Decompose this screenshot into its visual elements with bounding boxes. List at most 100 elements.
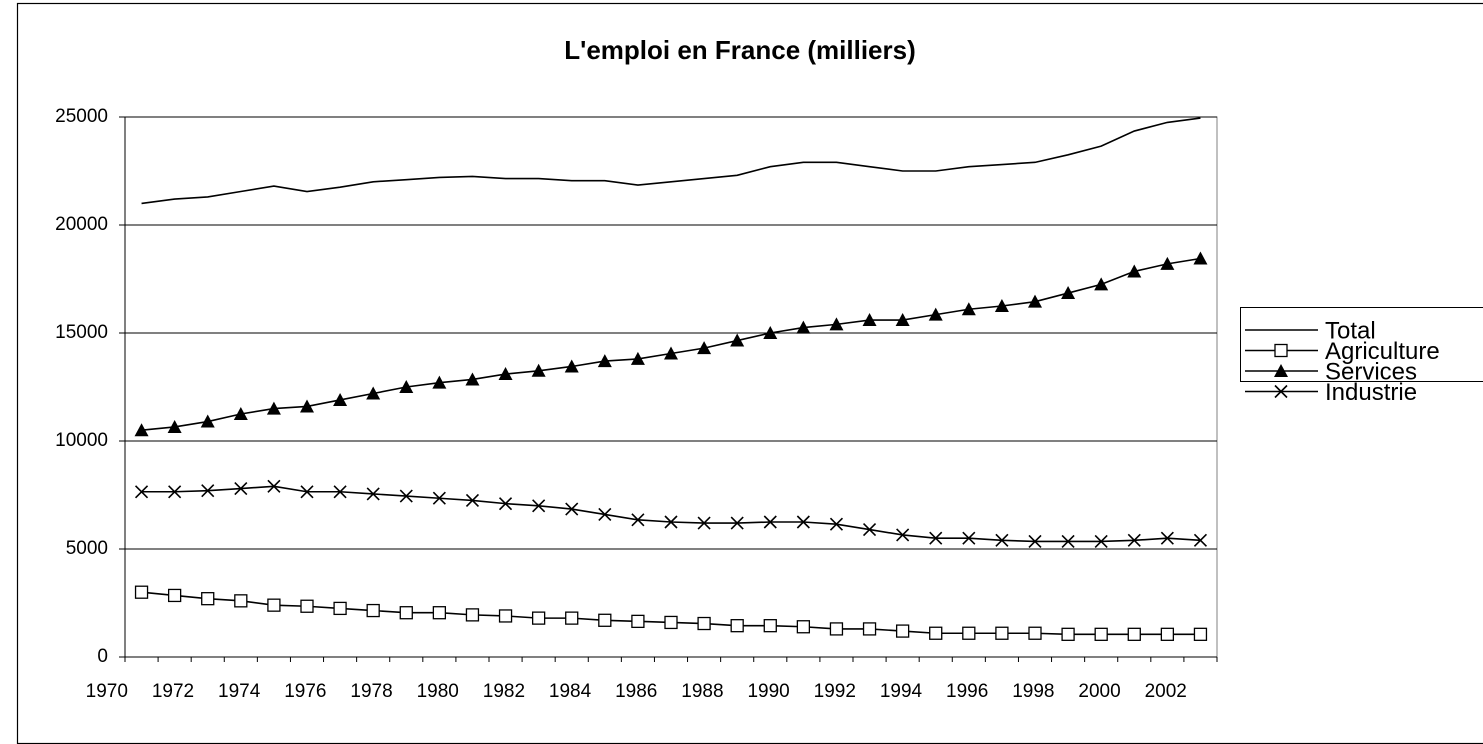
marker-square — [1127, 627, 1141, 641]
chart-frame — [16, 2, 1483, 744]
marker-triangle — [862, 313, 877, 327]
marker-x — [598, 507, 612, 522]
series-line — [141, 117, 1201, 205]
marker-triangle — [266, 401, 281, 415]
marker-triangle — [1127, 264, 1142, 278]
marker-x — [201, 484, 215, 498]
marker-triangle — [697, 341, 712, 355]
marker-triangle — [1061, 286, 1076, 300]
x-tick-label: 1982 — [483, 681, 525, 702]
marker-square — [962, 626, 976, 640]
marker-square — [763, 619, 777, 633]
marker-square — [1193, 627, 1208, 641]
marker-x — [631, 513, 645, 527]
marker-triangle — [233, 407, 248, 420]
marker-square — [432, 606, 447, 620]
marker-triangle — [1274, 364, 1288, 377]
x-tick-label: 1976 — [284, 681, 326, 702]
y-tick-label: 10000 — [55, 430, 108, 451]
marker-triangle — [531, 363, 546, 377]
marker-triangle — [597, 354, 612, 368]
marker-triangle — [730, 333, 745, 347]
marker-square — [829, 622, 844, 636]
marker-x — [366, 487, 380, 501]
marker-square — [565, 611, 579, 625]
x-tick-label: 1974 — [218, 681, 261, 702]
marker-triangle — [630, 351, 645, 365]
marker-x — [333, 485, 347, 499]
marker-x — [134, 485, 149, 499]
x-tick-label: 1998 — [1012, 681, 1054, 702]
marker-x — [498, 497, 513, 511]
marker-x — [862, 522, 877, 537]
marker-x — [432, 491, 446, 505]
marker-square — [531, 611, 546, 625]
marker-triangle — [1094, 277, 1109, 291]
marker-square — [796, 620, 811, 634]
x-tick-label: 1988 — [681, 681, 723, 702]
marker-triangle — [432, 375, 447, 389]
marker-triangle — [895, 313, 910, 327]
marker-x — [565, 502, 579, 516]
marker-triangle — [333, 392, 348, 406]
marker-triangle — [1193, 251, 1208, 265]
legend-label: Services — [1325, 358, 1417, 385]
marker-x — [730, 516, 744, 530]
legend-label: Industrie — [1325, 379, 1417, 406]
marker-square — [995, 626, 1009, 640]
marker-x — [1193, 533, 1208, 547]
marker-triangle — [465, 372, 480, 386]
marker-square — [1061, 627, 1075, 641]
marker-triangle — [134, 423, 149, 437]
marker-square — [366, 603, 380, 618]
marker-x — [664, 515, 678, 529]
marker-x — [267, 479, 281, 493]
x-tick-label: 1996 — [946, 681, 988, 702]
marker-x — [300, 485, 314, 499]
marker-x — [995, 533, 1009, 547]
marker-x — [796, 515, 810, 529]
y-tick-label: 20000 — [55, 214, 108, 235]
x-tick-label: 2002 — [1145, 681, 1187, 702]
y-tick-label: 25000 — [55, 106, 108, 127]
marker-triangle — [1160, 256, 1175, 270]
marker-x — [465, 493, 480, 507]
x-tick-label: 1970 — [86, 681, 128, 702]
chart-title: L'emploi en France (milliers) — [564, 35, 916, 65]
marker-triangle — [829, 317, 844, 331]
x-tick-label: 2000 — [1078, 681, 1120, 702]
marker-square — [134, 585, 149, 599]
marker-square — [862, 622, 877, 636]
marker-x — [1127, 533, 1141, 547]
marker-x — [929, 531, 943, 545]
y-tick-label: 5000 — [66, 538, 108, 559]
x-tick-label: 1992 — [814, 681, 856, 702]
marker-square — [631, 614, 645, 629]
marker-x — [1160, 531, 1174, 545]
marker-x — [829, 517, 844, 531]
x-tick-label: 1972 — [152, 681, 194, 702]
marker-triangle — [961, 302, 976, 316]
marker-x — [896, 528, 910, 542]
marker-square — [730, 619, 744, 633]
marker-triangle — [300, 399, 314, 413]
marker-square — [333, 601, 347, 616]
marker-square — [399, 606, 413, 620]
marker-x — [1094, 534, 1108, 549]
marker-x — [399, 489, 413, 503]
marker-square — [167, 588, 182, 603]
marker-x — [697, 516, 711, 530]
marker-square — [895, 624, 910, 638]
marker-square — [1094, 627, 1108, 641]
marker-square — [664, 615, 678, 630]
x-tick-label: 1980 — [417, 681, 459, 702]
marker-x — [763, 515, 777, 529]
marker-square — [498, 609, 513, 623]
marker-square — [697, 616, 711, 631]
marker-triangle — [498, 367, 513, 381]
marker-x — [1061, 534, 1075, 549]
marker-triangle — [1028, 294, 1042, 308]
marker-square — [1160, 627, 1175, 641]
marker-x — [1028, 534, 1042, 549]
legend-label: Total — [1325, 317, 1376, 344]
